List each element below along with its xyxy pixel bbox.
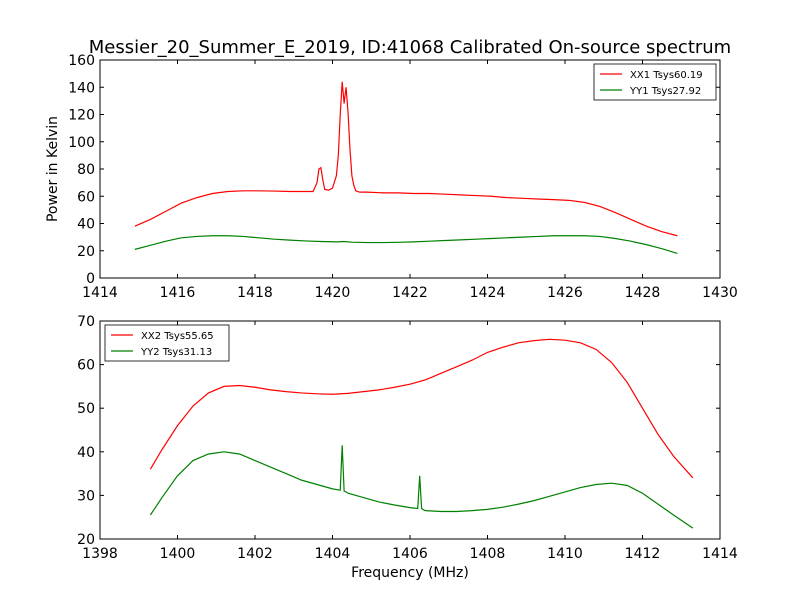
x-axis-label: Frequency (MHz) bbox=[351, 565, 469, 581]
chart-panel-2: 1398 1400 1402 1404 1406 1408 1410 1412 1414 20 30… bbox=[77, 314, 738, 581]
y-tick-label: 40 bbox=[77, 217, 95, 233]
series-line-2-2 bbox=[149, 445, 694, 529]
legend-2: XX2 Tsys55.65 YY2 Tsys31.13 bbox=[104, 324, 230, 362]
x-tick-label: 1416 bbox=[160, 285, 196, 301]
y-tick-label: 160 bbox=[68, 53, 95, 69]
y-axis-label: Power in Kelvin bbox=[45, 116, 61, 222]
legend-label: YY1 Tsys27.92 bbox=[629, 86, 701, 97]
x-tick-label: 1412 bbox=[625, 546, 661, 562]
legend-label: XX1 Tsys60.19 bbox=[630, 70, 703, 81]
x-tick-label: 1414 bbox=[82, 285, 118, 301]
series-line-2-1 bbox=[149, 338, 694, 479]
x-tick-label: 1418 bbox=[237, 285, 273, 301]
x-tick-label: 1404 bbox=[315, 546, 351, 562]
x-tick-label: 1424 bbox=[470, 285, 506, 301]
x-tick-label: 1408 bbox=[470, 546, 506, 562]
y-tick-label: 0 bbox=[86, 271, 95, 287]
x-tick-label: 1402 bbox=[237, 546, 273, 562]
y-tick-label: 60 bbox=[77, 358, 95, 374]
legend-label: YY2 Tsys31.13 bbox=[140, 347, 212, 358]
x-tick-label: 1422 bbox=[392, 285, 428, 301]
y-tick-label: 60 bbox=[77, 189, 95, 205]
chart-panel-1: 1414 1416 1418 1420 1422 1424 1426 1428 1430 0 20 4… bbox=[45, 53, 738, 301]
legend-box bbox=[104, 324, 230, 362]
x-tick-label: 1414 bbox=[702, 546, 738, 562]
y-tick-label: 30 bbox=[77, 488, 95, 504]
y-tick-label: 140 bbox=[68, 80, 95, 96]
x-tick-label: 1430 bbox=[702, 285, 738, 301]
series-line-1-1 bbox=[134, 81, 678, 237]
series-line-1-2 bbox=[134, 235, 678, 255]
y-tick-label: 70 bbox=[77, 314, 95, 330]
legend-label: XX2 Tsys55.65 bbox=[141, 331, 214, 342]
x-tick-label: 1398 bbox=[82, 546, 118, 562]
y-tick-label: 120 bbox=[68, 108, 95, 124]
chart-title: Messier_20_Summer_E_2019, ID:41068 Calib… bbox=[89, 37, 731, 58]
x-tick-label: 1400 bbox=[160, 546, 196, 562]
y-tick-label: 100 bbox=[68, 135, 95, 151]
legend-1: XX1 Tsys60.19 YY1 Tsys27.92 bbox=[593, 63, 717, 101]
x-tick-label: 1420 bbox=[315, 285, 351, 301]
y-tick-label: 20 bbox=[77, 244, 95, 260]
y-tick-label: 40 bbox=[77, 445, 95, 461]
y-tick-label: 80 bbox=[77, 162, 95, 178]
y-tick-label: 50 bbox=[77, 401, 95, 417]
x-tick-label: 1410 bbox=[547, 546, 583, 562]
legend-box bbox=[593, 63, 717, 101]
x-tick-label: 1428 bbox=[625, 285, 661, 301]
x-tick-label: 1406 bbox=[392, 546, 428, 562]
y-tick-label: 20 bbox=[77, 532, 95, 548]
x-tick-label: 1426 bbox=[547, 285, 583, 301]
